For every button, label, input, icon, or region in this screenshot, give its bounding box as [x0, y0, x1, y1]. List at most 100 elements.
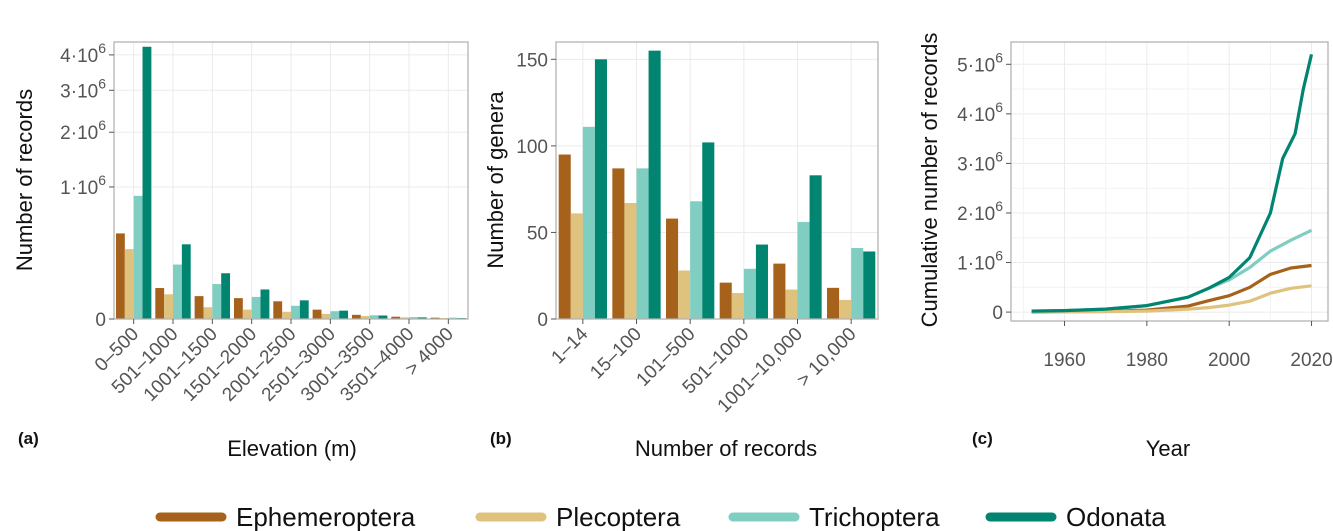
bar-trichoptera: [133, 195, 143, 319]
bar-plecoptera: [624, 203, 637, 319]
plot-frame: [555, 41, 879, 320]
bar-odonata: [702, 142, 715, 319]
bar-trichoptera: [448, 317, 458, 319]
bar-plecoptera: [242, 309, 252, 319]
x-tick-label: 2000: [1208, 350, 1250, 371]
bar-odonata: [221, 273, 231, 319]
y-axis-title: Cumulative number of records: [917, 33, 942, 328]
bar-plecoptera: [124, 249, 134, 319]
bar-plecoptera: [282, 311, 291, 319]
bar-ephemeroptera: [612, 168, 625, 319]
x-axis-title: Year: [1146, 436, 1190, 461]
x-axis-title: Elevation (m): [227, 436, 357, 461]
bar-trichoptera: [291, 305, 300, 319]
bar-plecoptera: [400, 317, 409, 319]
y-tick-label: 100: [516, 137, 548, 158]
bar-plecoptera: [731, 293, 744, 319]
y-tick-label: 4·106: [957, 99, 1003, 126]
x-tick-label: 2020: [1290, 350, 1332, 371]
bar-trichoptera: [797, 222, 810, 319]
x-tick-label: 1960: [1043, 350, 1085, 371]
bar-odonata: [260, 289, 270, 319]
y-tick-label: 4·106: [60, 40, 106, 67]
bar-ephemeroptera: [115, 233, 125, 319]
y-tick-label: 150: [516, 50, 548, 71]
y-tick-label: 50: [527, 223, 548, 244]
x-tick-label: 1980: [1126, 350, 1168, 371]
bar-ephemeroptera: [194, 296, 204, 319]
bar-plecoptera: [203, 307, 213, 319]
panel-c-cumulative-chart: 0 1·106 2·106 3·106 4·106 5·106 1960 1980 2000 20…: [917, 33, 1333, 461]
bar-ephemeroptera: [155, 288, 165, 319]
bar-trichoptera: [582, 126, 595, 319]
y-tick-label: 1·106: [60, 172, 106, 199]
x-axis-title: Number of records: [635, 436, 817, 461]
bar-trichoptera: [369, 315, 379, 319]
bar-odonata: [863, 251, 876, 319]
legend-label: Plecoptera: [556, 502, 681, 531]
panel-label: (a): [18, 429, 39, 448]
bar-trichoptera: [173, 264, 182, 319]
line-ephemeroptera: [1031, 263, 1312, 314]
bar-plecoptera: [570, 213, 583, 319]
bar-ephemeroptera: [273, 301, 283, 319]
bar-plecoptera: [678, 270, 691, 319]
y-axis-title: Number of genera: [483, 91, 508, 269]
y-tick-label: 5·106: [957, 49, 1003, 76]
y-tick-label: 0: [537, 310, 548, 331]
y-tick-label: 0: [992, 303, 1003, 324]
bar-odonata: [142, 46, 152, 319]
line-odonata: [1031, 54, 1314, 313]
bar-trichoptera: [743, 268, 756, 319]
bar-trichoptera: [690, 201, 703, 319]
bar-odonata: [299, 300, 309, 319]
y-tick-label: 3·106: [60, 75, 106, 102]
x-tick-label: 1–14: [548, 323, 593, 368]
bar-odonata: [755, 244, 768, 319]
line-plecoptera: [1031, 284, 1312, 314]
bar-trichoptera: [251, 296, 261, 319]
legend-label: Odonata: [1066, 502, 1166, 531]
bar-trichoptera: [330, 311, 340, 319]
bar-trichoptera: [212, 284, 222, 319]
bar-trichoptera: [409, 317, 418, 319]
bar-ephemeroptera: [312, 309, 322, 319]
y-tick-label: 2·106: [957, 198, 1003, 225]
bar-ephemeroptera: [773, 263, 786, 319]
bar-ephemeroptera: [391, 316, 401, 319]
bar-odonata: [378, 315, 388, 319]
bar-odonata: [417, 317, 427, 319]
bar-trichoptera: [636, 168, 649, 319]
bar-plecoptera: [785, 289, 798, 319]
legend: Ephemeroptera Plecoptera Trichoptera Odonat…: [155, 502, 1166, 531]
bar-ephemeroptera: [233, 298, 243, 319]
y-tick-label: 2·106: [60, 117, 106, 144]
bar-odonata: [594, 59, 607, 319]
bar-ephemeroptera: [666, 218, 679, 319]
bar-odonata: [648, 50, 661, 319]
bar-odonata: [809, 175, 822, 319]
bar-odonata: [181, 244, 191, 319]
bar-ephemeroptera: [719, 282, 732, 319]
bar-plecoptera: [321, 313, 331, 319]
bar-plecoptera: [164, 294, 173, 319]
panel-b-records-chart: 0501001501–1415–100101–500501–10001001–1…: [483, 41, 879, 461]
y-tick-label: 1·106: [957, 248, 1003, 275]
y-tick-label: 0: [95, 310, 106, 331]
panel-label: (b): [490, 429, 512, 448]
panel-a-elevation-chart: 01·1062·1063·1064·1060–500501–10001001–1…: [12, 40, 469, 461]
x-tick-label: > 10,000: [793, 324, 861, 392]
bar-odonata: [339, 310, 349, 319]
bar-ephemeroptera: [351, 314, 361, 319]
bar-ephemeroptera: [827, 287, 840, 319]
legend-label: Ephemeroptera: [236, 502, 416, 531]
legend-label: Trichoptera: [809, 502, 940, 531]
y-tick-label: 3·106: [957, 148, 1003, 175]
panel-label: (c): [972, 429, 993, 448]
bar-ephemeroptera: [558, 154, 571, 319]
bar-plecoptera: [839, 299, 852, 319]
y-axis-title: Number of records: [12, 89, 37, 271]
bar-ephemeroptera: [430, 317, 440, 319]
plot-frame: [1010, 41, 1329, 322]
